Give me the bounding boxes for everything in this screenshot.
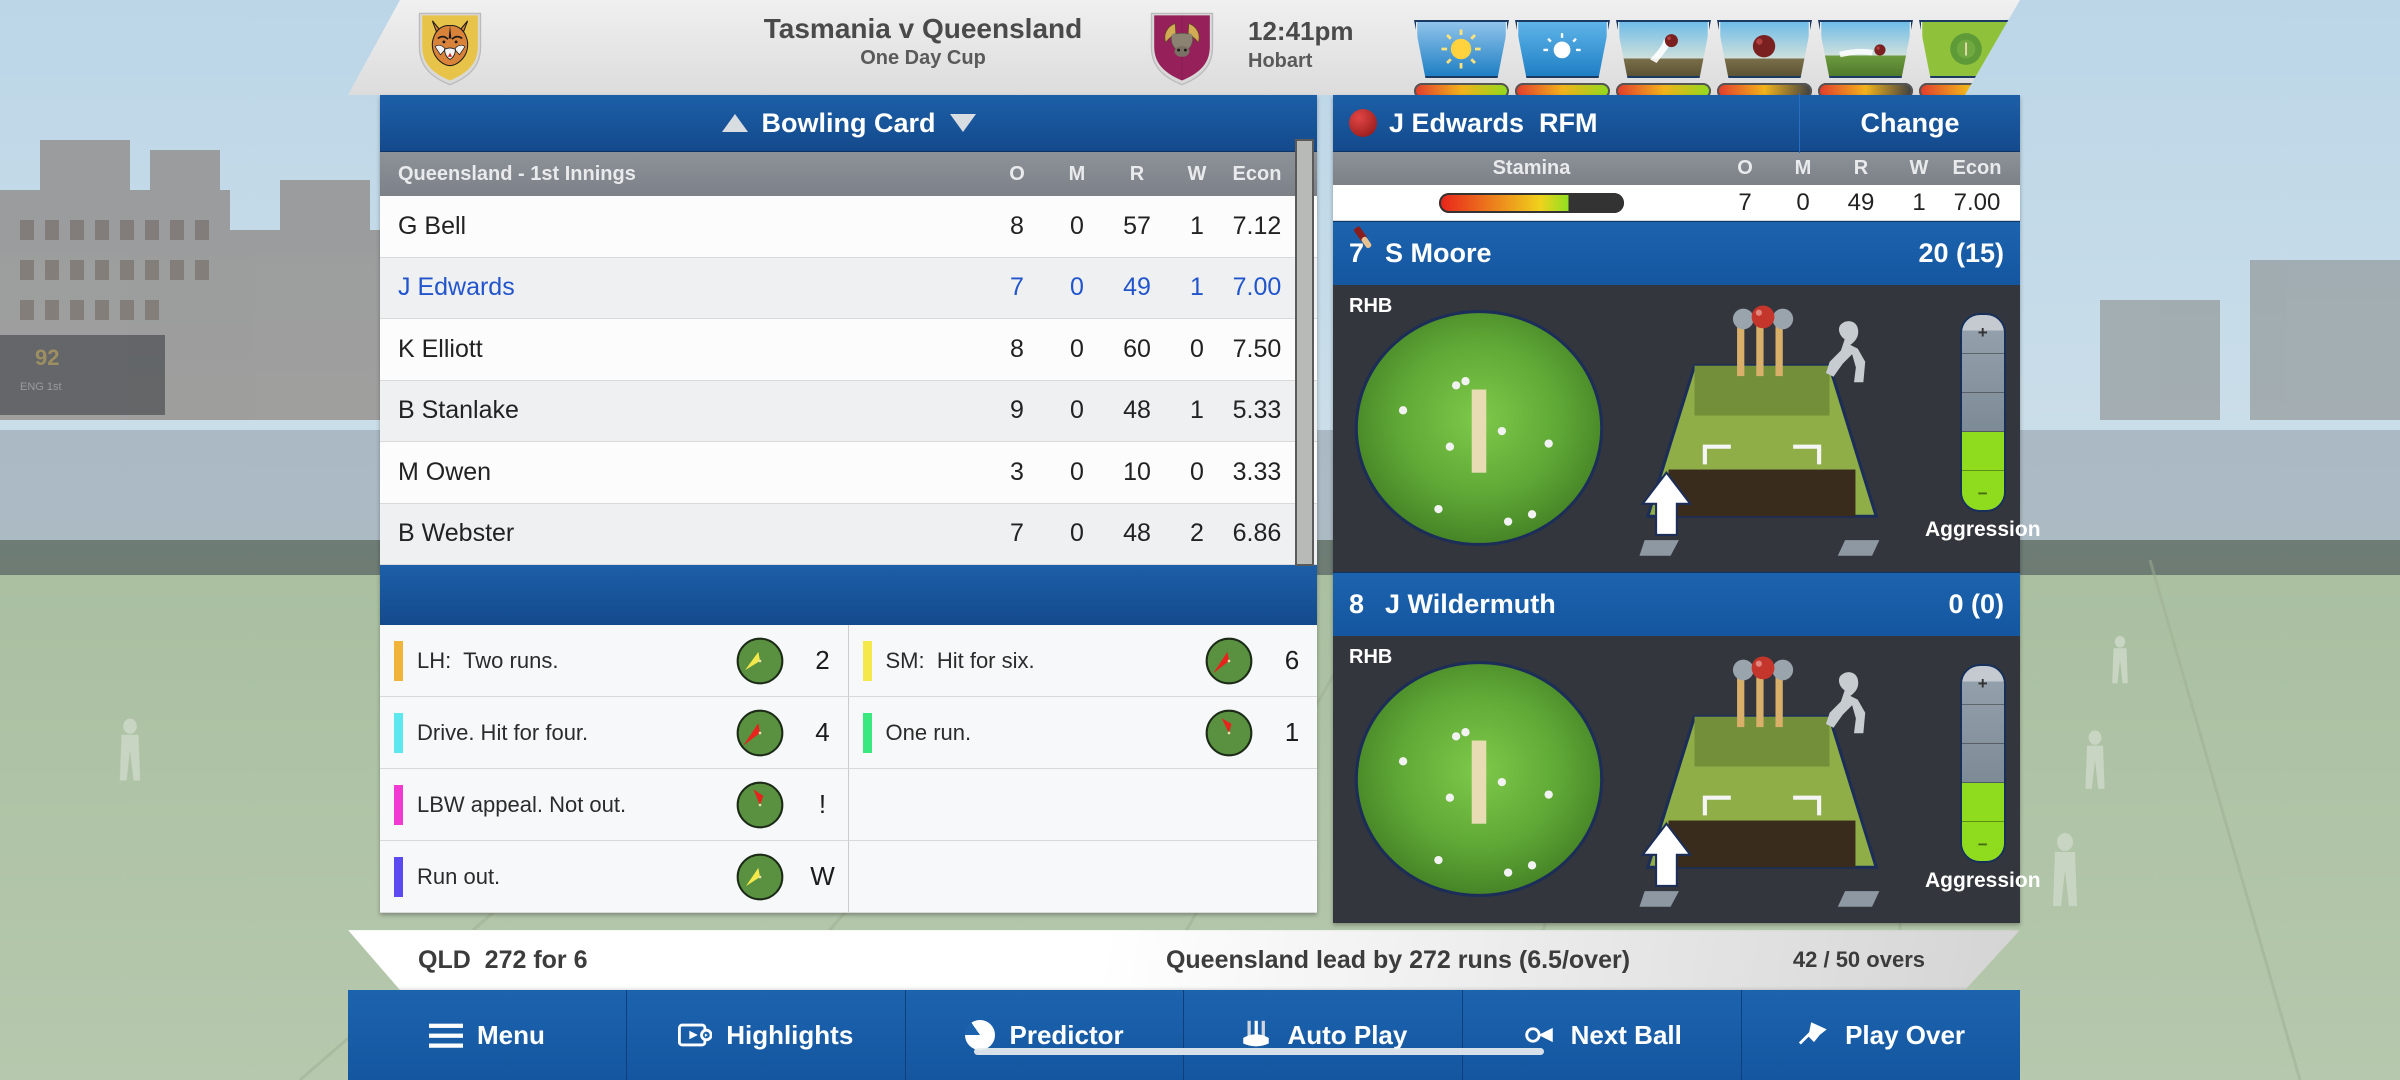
svg-text:92: 92 (35, 345, 59, 370)
svg-text:ENG 1st: ENG 1st (20, 381, 62, 393)
